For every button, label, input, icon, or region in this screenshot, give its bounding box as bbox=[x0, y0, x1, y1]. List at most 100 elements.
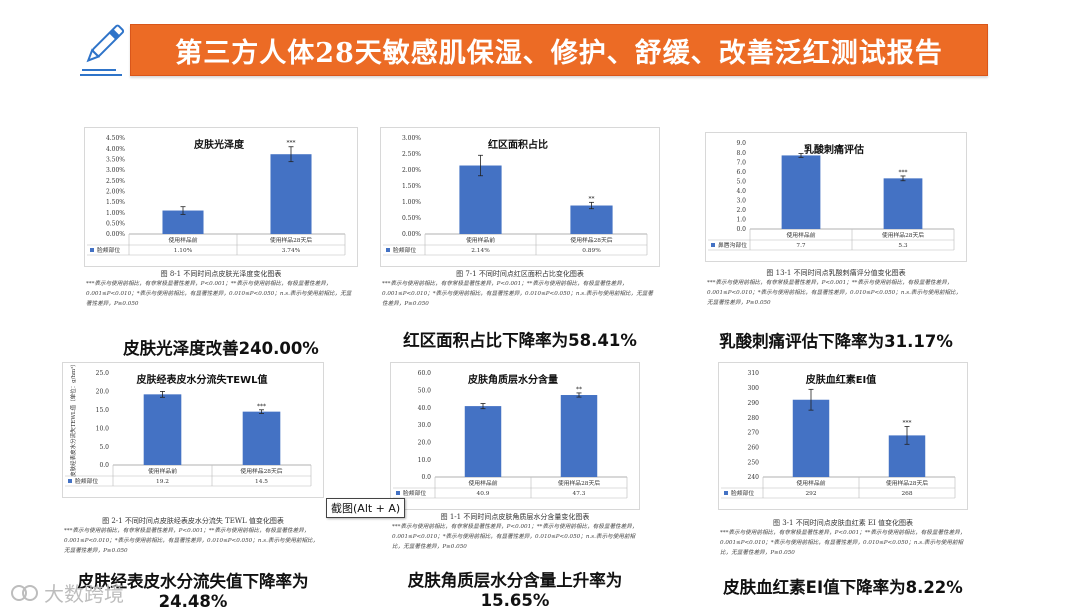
figure-caption-block: 图 1-1 不同时间点皮肤角质层水分含量变化图表 ***表示与使用前相比，有非常极… bbox=[390, 512, 640, 552]
y-tick-label: 300 bbox=[748, 385, 760, 392]
bar bbox=[883, 178, 923, 229]
bar bbox=[464, 406, 502, 477]
y-tick-label: 290 bbox=[748, 400, 760, 407]
y-tick-label: 50.0 bbox=[418, 388, 432, 395]
legend-swatch bbox=[711, 243, 715, 247]
y-tick-label: 6.0 bbox=[736, 169, 746, 176]
result-summary: 红区面积占比下降率为58.41% bbox=[403, 331, 637, 350]
bar bbox=[560, 395, 598, 477]
chart-title: 皮肤光泽度 bbox=[193, 138, 245, 151]
data-label: 268 bbox=[901, 491, 912, 497]
y-tick-label: 4.50% bbox=[106, 135, 125, 142]
bar bbox=[143, 394, 182, 465]
error-bar bbox=[160, 390, 165, 398]
series-name: 脸颊部位 bbox=[75, 477, 98, 485]
result-summary: 乳酸刺痛评估下降率为31.17% bbox=[719, 332, 953, 351]
y-tick-label: 0.0 bbox=[421, 474, 431, 481]
result-summary: 皮肤光泽度改善240.00% bbox=[123, 339, 319, 358]
legend-swatch bbox=[386, 248, 390, 252]
legend-swatch bbox=[90, 248, 94, 252]
y-tick-label: 0.00% bbox=[106, 231, 125, 238]
figure-caption: 图 2-1 不同时间点皮肤经表皮水分流失 TEWL 值变化图表 bbox=[102, 517, 284, 525]
data-table: 脸颊部位 2.14% 0.89% bbox=[383, 234, 648, 256]
y-tick-label: 60.0 bbox=[418, 370, 432, 377]
series-name: 脸颊部位 bbox=[403, 489, 426, 497]
series-name: 脸颊部位 bbox=[393, 246, 416, 254]
y-tick-label: 1.0 bbox=[736, 217, 746, 224]
significance-note: ***表示与使用前相比，有非常极显著性差异，P<0.001；**表示与使用前相比… bbox=[392, 524, 638, 550]
x-tick-label: 使用样品前 bbox=[469, 479, 498, 487]
data-label: 7.7 bbox=[796, 243, 806, 249]
x-tick-label: 使用样品28天后 bbox=[570, 236, 612, 244]
bar-chart: 0.00% 0.50% 1.00% 1.50% 2.00% 2.50% 3.00% 红区面积占… bbox=[383, 135, 648, 256]
pen-icon bbox=[80, 24, 125, 76]
y-tick-label: 3.0 bbox=[736, 198, 746, 205]
y-tick-label: 2.50% bbox=[402, 151, 421, 158]
figure-caption: 图 13-1 不同时间点乳酸刺痛评分值变化图表 bbox=[766, 269, 906, 277]
error-bar bbox=[478, 154, 483, 177]
chart-box: 240 250 260 270 280 290 300 310 皮肤血红素EI值 使用样品前 ***… bbox=[718, 362, 968, 510]
y-tick-label: 270 bbox=[748, 430, 760, 437]
significance-label: *** bbox=[903, 419, 912, 426]
significance-note: ***表示与使用前相比，有非常极显著性差异，P<0.001；**表示与使用前相比… bbox=[86, 281, 352, 307]
figure-caption-block: 图 3-1 不同时间点皮肤血红素 EI 值变化图表 ***表示与使用前相比，有非常… bbox=[718, 518, 968, 558]
y-tick-label: 280 bbox=[748, 415, 760, 422]
screenshot-tooltip: 截图(Alt + A) bbox=[326, 498, 406, 518]
significance-label: *** bbox=[257, 403, 266, 410]
x-tick-label: 使用样品28天后 bbox=[886, 479, 928, 487]
series-name: 脸颊部位 bbox=[97, 246, 120, 254]
error-bar bbox=[288, 146, 294, 163]
data-label: 47.3 bbox=[573, 491, 586, 497]
error-bar bbox=[576, 392, 582, 398]
y-tick-label: 9.0 bbox=[736, 140, 746, 147]
y-tick-label: 3.00% bbox=[106, 167, 125, 174]
significance-note: ***表示与使用前相比，有非常极显著性差异，P<0.001；**表示与使用前相比… bbox=[382, 281, 653, 307]
bar-chart: 0.0 5.0 10.0 15.0 20.0 25.0 皮肤经表皮水分流失TEWL值（单位：… bbox=[65, 363, 312, 487]
chart-title: 红区面积占比 bbox=[488, 138, 548, 151]
chart-box: 0.0 10.0 20.0 30.0 40.0 50.0 60.0 皮肤角质层水分含量 使用样品… bbox=[390, 362, 640, 510]
x-tick-label: 使用样品28天后 bbox=[558, 479, 600, 487]
y-tick-label: 0.0 bbox=[99, 462, 109, 469]
significance-label: *** bbox=[287, 140, 296, 147]
series-name: 脸颊部位 bbox=[731, 489, 754, 497]
bar-chart: 0.00% 0.50% 1.00% 1.50% 2.00% 2.50% 3.00% 3.50%… bbox=[87, 135, 346, 256]
y-tick-label: 15.0 bbox=[96, 407, 110, 414]
error-bar bbox=[589, 201, 594, 210]
figure-caption-block: 图 8-1 不同时间点皮肤光泽度变化图表 ***表示与使用前相比，有非常极显著性差… bbox=[84, 269, 358, 309]
y-tick-label: 0.50% bbox=[402, 215, 421, 222]
error-bar bbox=[798, 153, 804, 158]
significance-note: ***表示与使用前相比，有非常极显著性差异，P<0.001；**表示与使用前相比… bbox=[720, 530, 966, 556]
bar bbox=[242, 411, 281, 465]
y-tick-label: 5.0 bbox=[736, 178, 746, 185]
significance-note: ***表示与使用前相比，有非常极显著性差异，P<0.001；**表示与使用前相比… bbox=[707, 280, 962, 306]
x-tick-label: 使用样品前 bbox=[148, 467, 177, 475]
chart-title: 皮肤经表皮水分流失TEWL值 bbox=[135, 373, 267, 386]
result-summary: 皮肤经表皮水分流失值下降率为24.48% bbox=[77, 572, 309, 611]
figure-caption-block: 图 2-1 不同时间点皮肤经表皮水分流失 TEWL 值变化图表 ***表示与使用前… bbox=[62, 516, 324, 556]
watermark-text: 大数跨境 bbox=[44, 582, 124, 606]
figure-caption-block: 图 13-1 不同时间点乳酸刺痛评分值变化图表 ***表示与使用前相比，有非常极显… bbox=[705, 268, 967, 308]
y-tick-label: 260 bbox=[748, 444, 760, 451]
y-axis-label: 皮肤经表皮水分流失TEWL值（单位：g/hm²） bbox=[69, 363, 77, 477]
y-tick-label: 40.0 bbox=[418, 405, 432, 412]
x-tick-label: 使用样品前 bbox=[169, 236, 198, 244]
y-tick-label: 1.00% bbox=[402, 199, 421, 206]
legend-swatch bbox=[724, 491, 728, 495]
y-tick-label: 1.00% bbox=[106, 210, 125, 217]
series-name: 鼻唇沟部位 bbox=[718, 241, 747, 249]
y-tick-label: 2.50% bbox=[106, 178, 125, 185]
bar bbox=[570, 205, 613, 234]
data-label: 5.3 bbox=[898, 243, 908, 249]
y-tick-label: 4.00% bbox=[106, 146, 125, 153]
y-tick-label: 5.0 bbox=[99, 444, 109, 451]
y-tick-label: 3.00% bbox=[402, 135, 421, 142]
figure-caption-block: 图 7-1 不同时间点红区面积占比变化图表 ***表示与使用前相比，有非常极显著性… bbox=[380, 269, 660, 309]
y-tick-label: 2.0 bbox=[736, 207, 746, 214]
bar bbox=[792, 399, 830, 477]
bar-chart: 0.0 10.0 20.0 30.0 40.0 50.0 60.0 皮肤角质层水分含量使用样品… bbox=[393, 370, 628, 499]
bar bbox=[459, 165, 502, 234]
data-table: 脸颊部位 1.10% 3.74% bbox=[87, 234, 346, 256]
page-title: 第三方人体28天敏感肌保湿、修护、舒缓、改善泛红测试报告 bbox=[130, 24, 988, 76]
data-table: 鼻唇沟部位 7.7 5.3 bbox=[708, 229, 955, 251]
